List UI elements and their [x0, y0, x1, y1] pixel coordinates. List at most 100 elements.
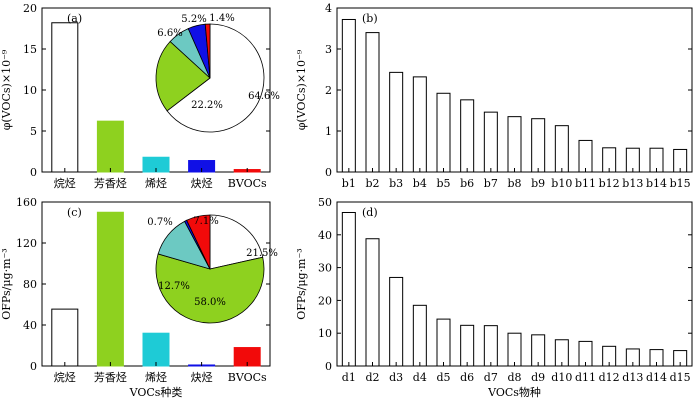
x-tick-label: 芳香烃 — [94, 176, 127, 190]
panel-label: (c) — [67, 206, 82, 219]
bar — [96, 211, 124, 367]
x-tick-label: BVOCs — [228, 177, 267, 190]
y-tick-label: 0 — [30, 360, 37, 373]
bar — [51, 22, 79, 173]
pie-slice-label: 22.2% — [191, 100, 223, 111]
x-tick-label: d6 — [460, 371, 474, 384]
x-tick-label: d1 — [342, 371, 356, 384]
x-tick-label: b10 — [551, 177, 572, 190]
y-axis-label: φ(VOCs)×10⁻⁹ — [295, 49, 308, 130]
x-tick-label: b8 — [507, 177, 521, 190]
x-tick-label: 炔烃 — [191, 371, 213, 384]
x-axis-label: VOCs物种 — [487, 385, 541, 399]
y-tick-label: 4 — [325, 2, 332, 15]
bar — [412, 76, 427, 173]
x-tick-label: b1 — [342, 177, 356, 190]
x-tick-label: b6 — [460, 177, 474, 190]
bar — [412, 304, 427, 367]
bar — [507, 332, 522, 367]
bar — [507, 116, 522, 173]
y-tick-label: 40 — [318, 229, 332, 242]
x-tick-label: d7 — [484, 371, 498, 384]
y-tick-label: 10 — [23, 84, 37, 97]
bar — [142, 332, 170, 367]
y-tick-label: 20 — [318, 294, 332, 307]
bar — [389, 71, 404, 173]
y-tick-label: 160 — [16, 196, 37, 209]
y-tick-label: 3 — [325, 43, 332, 56]
pie-slice-label: 6.6% — [157, 28, 182, 39]
x-tick-label: d9 — [531, 371, 545, 384]
x-tick-label: b15 — [670, 177, 691, 190]
x-tick-label: d15 — [670, 371, 691, 384]
y-tick-label: 80 — [23, 278, 37, 291]
x-tick-label: 烯烃 — [145, 371, 167, 384]
bar — [483, 111, 498, 173]
pie-slice-label: 0.7% — [147, 217, 172, 228]
x-tick-label: d2 — [365, 371, 379, 384]
x-tick-label: b11 — [575, 177, 596, 190]
x-tick-label: 烷烃 — [54, 176, 76, 190]
x-tick-label: b7 — [484, 177, 498, 190]
x-axis-label: VOCs种类 — [129, 385, 183, 399]
y-axis-label: OFPs/μg·m⁻³ — [0, 248, 13, 319]
y-tick-label: 120 — [16, 237, 37, 250]
pie-slice — [155, 40, 211, 112]
x-tick-label: b13 — [622, 177, 643, 190]
bar — [483, 325, 498, 367]
panel-label: (d) — [362, 206, 378, 219]
x-tick-label: b9 — [531, 177, 545, 190]
x-tick-label: 烯烃 — [145, 177, 167, 190]
y-tick-label: 15 — [23, 43, 37, 56]
bar — [365, 32, 380, 173]
bar — [436, 318, 451, 367]
x-tick-label: d12 — [599, 371, 620, 384]
y-tick-label: 10 — [318, 327, 332, 340]
y-tick-label: 1 — [325, 125, 332, 138]
x-tick-label: d3 — [389, 371, 403, 384]
y-tick-label: 0 — [325, 360, 332, 373]
pie-slice-label: 5.2% — [181, 14, 206, 25]
y-tick-label: 20 — [23, 2, 37, 15]
pie-slice — [204, 23, 211, 79]
pie-slice-label: 7.1% — [193, 216, 218, 227]
x-tick-label: d13 — [622, 371, 643, 384]
pie-slice — [186, 214, 211, 270]
x-tick-label: b12 — [599, 177, 620, 190]
x-tick-label: b5 — [436, 177, 450, 190]
panel-label: (b) — [362, 12, 378, 25]
pie-slice — [155, 253, 265, 324]
bar — [554, 125, 569, 173]
y-axis-label: φ(VOCs)×10⁻⁹ — [0, 49, 13, 130]
y-axis-label: OFPs/μg·m⁻³ — [295, 248, 308, 319]
bar — [389, 276, 404, 367]
x-tick-label: d8 — [507, 371, 521, 384]
y-tick-label: 30 — [318, 262, 332, 275]
bar — [460, 324, 475, 367]
bar — [365, 238, 380, 367]
x-tick-label: b4 — [413, 177, 427, 190]
panel-d: 0 10 20 30 40 50 OFPs/μg·m⁻³ d1 d2 d3 d4 d5 d6 d7 d8 d9… — [295, 196, 693, 399]
pie-slice — [209, 214, 264, 270]
bar — [531, 118, 546, 173]
pie-slice-label: 58.0% — [194, 297, 226, 308]
panel-c: 0 40 80 120 160 OFPs/μg·m⁻³ 烷烃 芳香烃 烯烃 炔烃 BVOCs VOCs… — [0, 196, 278, 399]
x-tick-label: d4 — [413, 371, 427, 384]
x-tick-label: 烷烃 — [54, 370, 76, 384]
panel-a: 0 5 10 15 20 φ(VOCs)×10⁻⁹ 烷烃 芳香烃 烯烃 炔烃 BVOCs (a) 64.… — [0, 2, 280, 190]
bar — [436, 92, 451, 173]
pie-slice-label: 64.6% — [248, 91, 280, 102]
bar — [51, 308, 79, 367]
x-tick-label: d11 — [575, 371, 596, 384]
bar — [531, 334, 546, 367]
x-tick-label: d10 — [551, 371, 572, 384]
x-tick-label: d5 — [436, 371, 450, 384]
y-tick-label: 5 — [30, 125, 37, 138]
bar — [96, 120, 124, 173]
x-tick-label: 芳香烃 — [94, 370, 127, 384]
y-tick-label: 2 — [325, 84, 332, 97]
pie-slice — [166, 23, 265, 133]
x-tick-label: b3 — [389, 177, 403, 190]
